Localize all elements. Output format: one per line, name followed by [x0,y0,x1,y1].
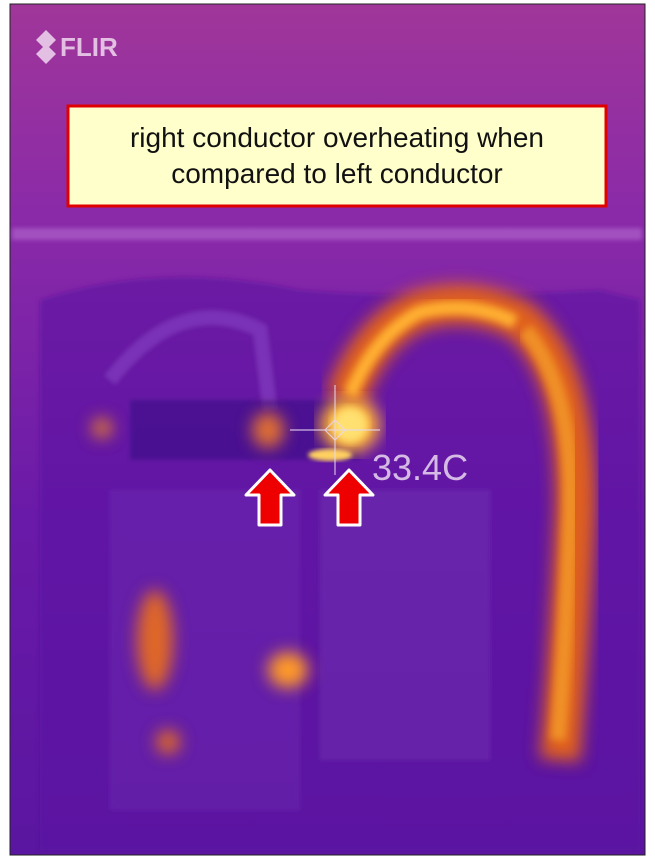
hot-conductor [308,284,596,762]
annotation-line: right conductor overheating when [130,122,544,153]
logo-text: FLIR [60,32,118,62]
annotation-line: compared to left conductor [171,158,503,189]
crosshair [290,385,380,475]
annotation-box [66,104,608,208]
arrows [244,468,375,527]
spot-reading: 33.4C [372,447,468,488]
panel-structure [12,228,642,851]
warm-spots [92,412,308,754]
logo: FLIR [36,30,118,64]
